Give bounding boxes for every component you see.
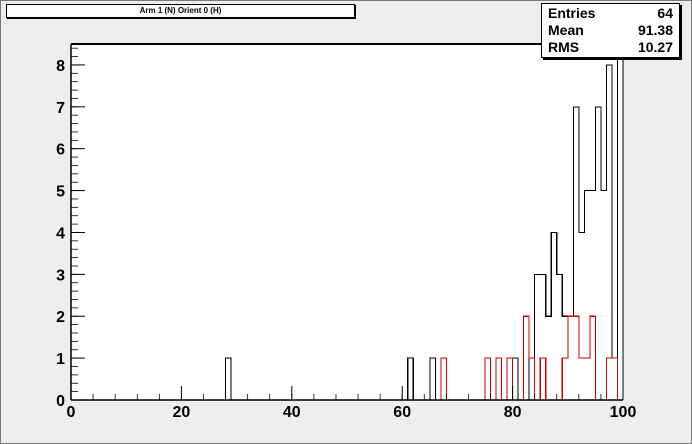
y-tick-label: 5 (56, 184, 65, 201)
x-tick-label: 80 (504, 404, 522, 421)
y-tick-label: 7 (56, 100, 65, 117)
series-1-outline (71, 315, 623, 401)
stats-rms-value: 10.27 (637, 39, 673, 55)
y-tick-label: 6 (56, 142, 65, 159)
stats-rms-label: RMS (548, 39, 580, 55)
y-tick-label: 1 (56, 351, 65, 368)
y-tick-label: 0 (56, 393, 65, 410)
y-tick-label: 2 (56, 309, 65, 326)
stats-entries-label: Entries (548, 5, 596, 21)
y-tick-label: 4 (56, 225, 65, 242)
y-tick-label: 3 (56, 267, 65, 284)
stats-entries-value: 64 (657, 5, 673, 21)
y-tick-label: 8 (56, 58, 65, 75)
stats-box: Entries 64 Mean 91.38 RMS 10.27 (541, 3, 680, 58)
stats-mean-label: Mean (548, 22, 584, 38)
x-tick-label: 100 (610, 404, 637, 421)
x-tick-label: 20 (173, 404, 191, 421)
stats-row-entries: Entries 64 (548, 5, 673, 22)
stats-row-mean: Mean 91.38 (548, 22, 673, 39)
x-tick-label: 60 (393, 404, 411, 421)
x-tick-label: 40 (283, 404, 301, 421)
plot-area (71, 44, 623, 400)
x-tick-label: 0 (67, 404, 76, 421)
histogram-title: Arm 1 (N) Orient 0 (H) (6, 4, 355, 18)
stats-row-rms: RMS 10.27 (548, 39, 673, 56)
stats-mean-value: 91.38 (637, 22, 673, 38)
